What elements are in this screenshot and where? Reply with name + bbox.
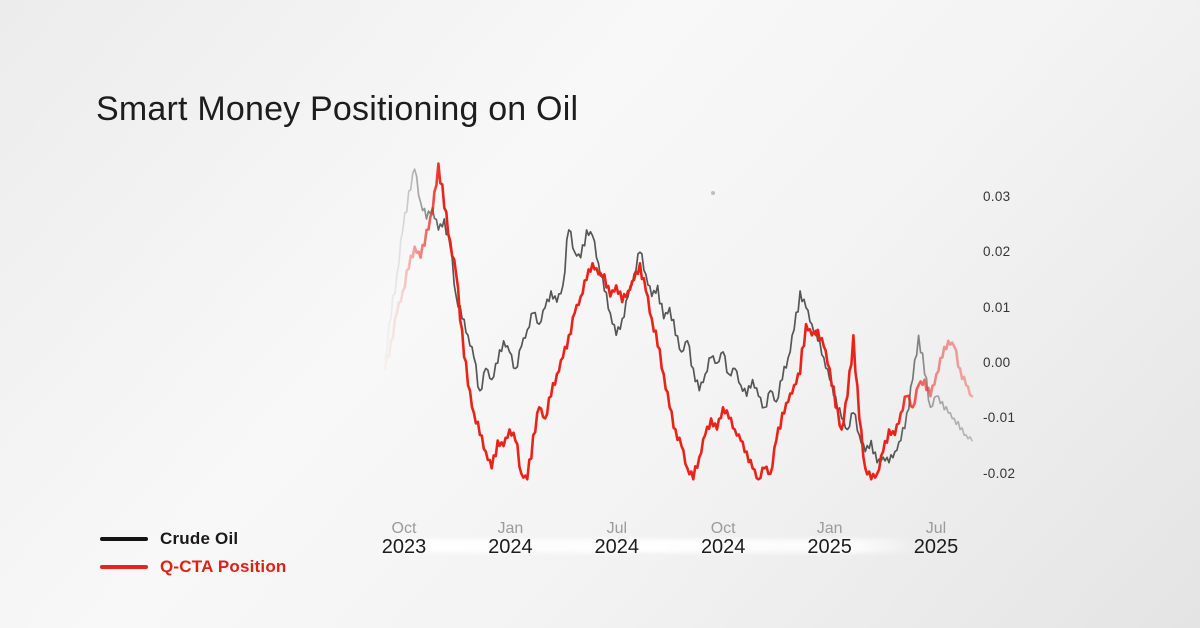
x-tick-label: Oct 2023 <box>349 520 459 558</box>
x-tick-month: Jul <box>925 520 947 537</box>
legend-label: Crude Oil <box>160 529 239 548</box>
x-tick-year: 2025 <box>913 536 959 558</box>
y-tick-label: 0.02 <box>983 244 1011 260</box>
y-tick-label: -0.02 <box>983 465 1016 481</box>
qcta-position-line-swatch <box>100 564 148 570</box>
y-tick-label: 0.00 <box>983 355 1011 370</box>
line-chart <box>383 162 974 481</box>
y-tick-label: 0.01 <box>983 299 1011 315</box>
x-tick-year: 2023 <box>381 536 427 558</box>
y-tick-label: -0.01 <box>983 410 1016 426</box>
series-line-q-cta-position <box>383 162 974 481</box>
series-line-crude-oil <box>384 168 973 464</box>
x-tick-label: Jul 2025 <box>881 520 991 558</box>
x-tick-year: 2024 <box>700 536 746 558</box>
crude-oil-line-swatch <box>100 536 148 542</box>
x-axis-highlight-band <box>372 539 918 553</box>
x-tick-month: Oct <box>391 520 417 537</box>
legend-item-qcta-position: Q-CTA Position <box>100 556 287 578</box>
x-tick-label: Jan 2024 <box>455 520 565 558</box>
legend-item-crude-oil: Crude Oil <box>100 528 287 550</box>
page-title: Smart Money Positioning on Oil <box>96 90 579 128</box>
x-tick-month: Oct <box>710 520 736 537</box>
x-tick-month: Jan <box>816 520 843 537</box>
x-tick-year: 2025 <box>807 536 852 558</box>
y-tick-label: 0.03 <box>983 188 1011 204</box>
x-tick-year: 2024 <box>488 536 533 558</box>
x-tick-year: 2024 <box>594 536 640 558</box>
x-tick-label: Oct 2024 <box>668 520 778 558</box>
x-tick-month: Jul <box>606 520 628 537</box>
chart-legend: Crude Oil Q-CTA Position <box>100 528 287 584</box>
stray-dot <box>711 191 715 195</box>
x-tick-label: Jan 2025 <box>775 520 885 558</box>
x-tick-label: Jul 2024 <box>562 520 672 558</box>
x-tick-month: Jan <box>497 520 524 537</box>
legend-label: Q-CTA Position <box>160 557 287 576</box>
